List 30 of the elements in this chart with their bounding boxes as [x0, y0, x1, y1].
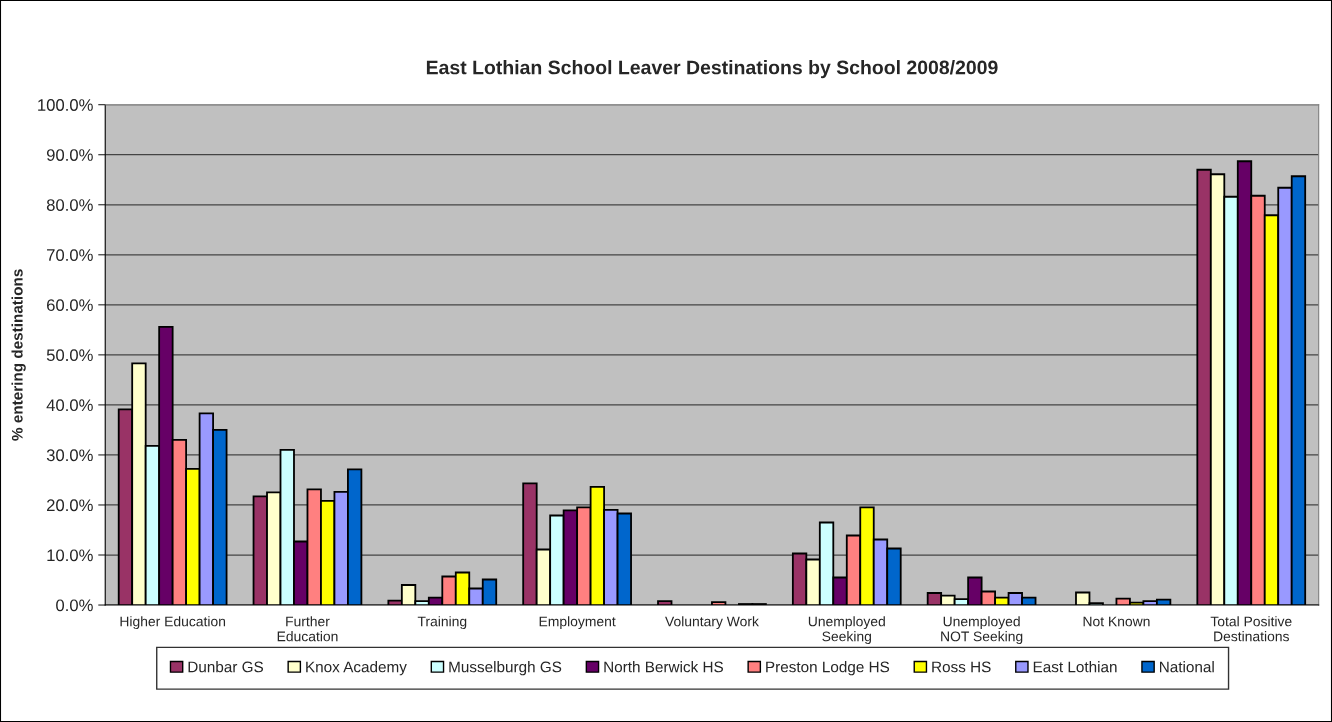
- y-axis-title: % entering destinations: [11, 269, 26, 441]
- x-tick-label: Employment: [539, 616, 616, 630]
- y-tick-label: 90.0%: [46, 149, 93, 161]
- x-tick-label: Unemployed NOT Seeking: [941, 616, 1023, 645]
- y-tick-label: 70.0%: [47, 249, 93, 261]
- legend-label: East Lothian: [1033, 661, 1117, 673]
- legend-label: Musselburgh GS: [449, 661, 562, 676]
- x-tick-label: Total Positive Destinations: [1210, 616, 1292, 642]
- x-tick-label: Further Education: [277, 616, 338, 642]
- y-tick-label: 80.0%: [46, 199, 93, 211]
- y-tick-label: 20.0%: [47, 499, 93, 512]
- legend-label: Preston Lodge HS: [766, 661, 890, 676]
- y-tick-label: 10.0%: [47, 549, 93, 562]
- y-tick-label: 40.0%: [46, 399, 93, 412]
- chart-title: East Lothian School Leaver Destinations by School 2008/2009: [426, 60, 998, 79]
- legend-label: Dunbar GS: [188, 661, 264, 673]
- legend-label: Knox Academy: [306, 661, 407, 676]
- x-tick-label: Not Known: [1083, 616, 1150, 627]
- x-tick-label: Training: [417, 616, 467, 630]
- x-tick-label: Voluntary Work: [665, 616, 759, 630]
- y-tick-label: 50.0%: [46, 349, 93, 362]
- y-tick-label: 0.0%: [56, 599, 93, 612]
- y-tick-label: 60.0%: [47, 299, 93, 312]
- x-tick-label: Unemployed Seeking: [808, 616, 885, 645]
- legend-label: National: [1160, 661, 1214, 673]
- legend-label: Ross HS: [932, 661, 991, 673]
- y-tick-label: 100.0%: [38, 99, 93, 111]
- legend-label: North Berwick HS: [604, 661, 723, 673]
- x-tick-label: Higher Education: [120, 616, 226, 630]
- y-tick-label: 30.0%: [46, 449, 93, 462]
